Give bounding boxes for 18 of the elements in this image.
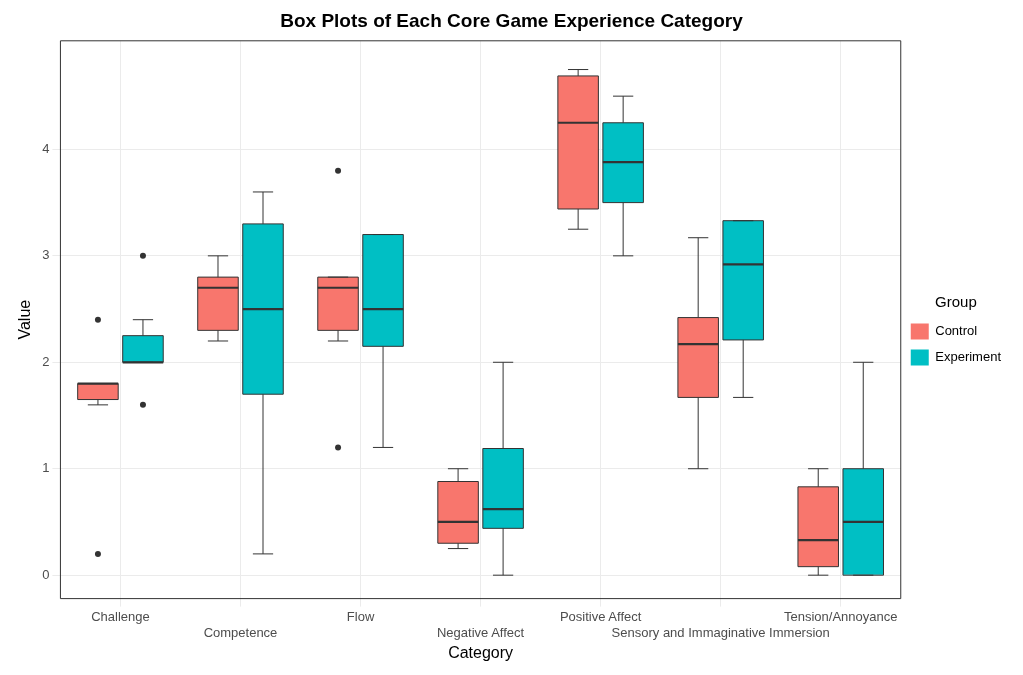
y-tick-label: 3 xyxy=(42,247,50,263)
x-tick-label: Flow xyxy=(346,608,375,624)
chart-title: Box Plots of Each Core Game Experience Category xyxy=(280,9,744,31)
y-axis-title: Value xyxy=(16,299,34,340)
x-axis-title: Category xyxy=(448,643,514,661)
x-tick-label: Sensory and Immaginative Immersion xyxy=(611,624,830,640)
x-tick-label: Challenge xyxy=(91,608,150,624)
legend-title: Group xyxy=(935,293,977,311)
y-tick-label: 2 xyxy=(42,353,50,369)
x-tick-label: Positive Affect xyxy=(559,608,642,624)
x-tick-label: Competence xyxy=(203,624,278,640)
y-tick-label: 0 xyxy=(42,566,50,582)
x-tick-label: Negative Affect xyxy=(436,624,525,640)
legend-label: Experiment xyxy=(935,349,1002,365)
legend-label: Control xyxy=(935,323,978,339)
y-tick-label: 4 xyxy=(42,140,50,156)
y-tick-label: 1 xyxy=(42,460,50,476)
x-tick-label: Tension/Annoyance xyxy=(783,608,898,624)
